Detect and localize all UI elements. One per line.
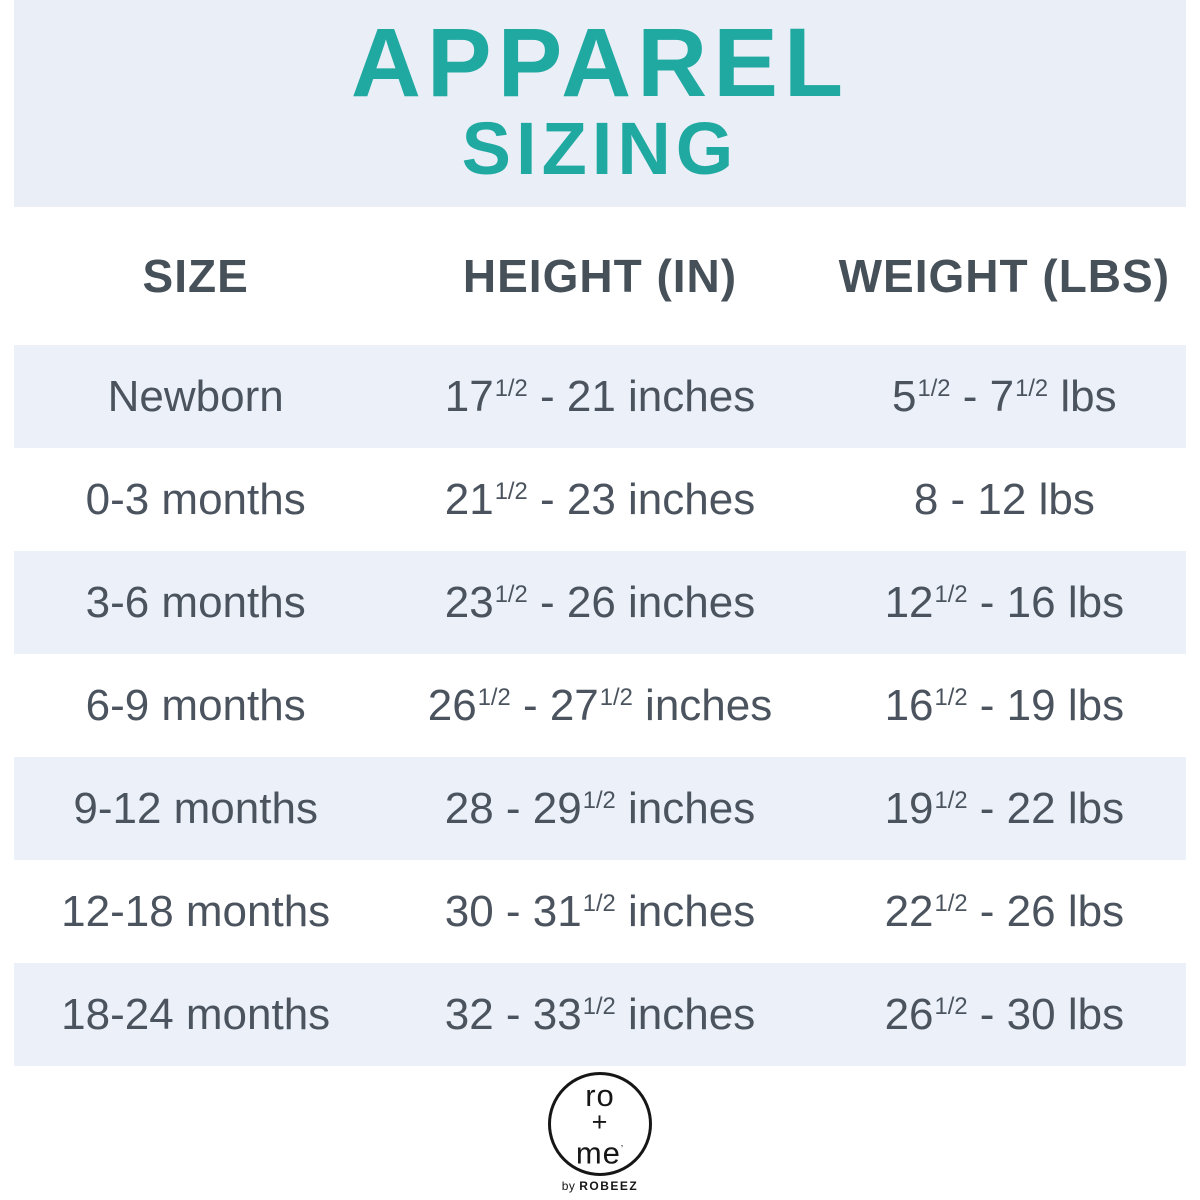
table-row: 6-9 months 261/2 - 271/2 inches 161/2 - 19… bbox=[14, 654, 1186, 757]
column-header-weight: WEIGHT (LBS) bbox=[838, 250, 1171, 302]
table-cell: 231/2 - 26 inches bbox=[444, 577, 756, 627]
table-cell: 121/2 - 16 lbs bbox=[884, 577, 1125, 627]
logo-circle: ro + me’ bbox=[548, 1072, 652, 1176]
brand-logo: ro + me’ by ROBEEZ bbox=[0, 1072, 1200, 1193]
page-subtitle: SIZING bbox=[461, 107, 739, 190]
table-cell: Newborn bbox=[107, 371, 284, 421]
table-cell: 191/2 - 22 lbs bbox=[884, 783, 1125, 833]
logo-byline: by ROBEEZ bbox=[0, 1179, 1200, 1193]
table-row: 18-24 months 32 - 331/2 inches 261/2 - 30 … bbox=[14, 963, 1186, 1066]
table-cell: 161/2 - 19 lbs bbox=[884, 680, 1125, 730]
table-cell: 221/2 - 26 lbs bbox=[884, 886, 1125, 936]
logo-word-ro: ro bbox=[585, 1077, 615, 1113]
table-row: Newborn 171/2 - 21 inches 51/2 - 71/2 lbs bbox=[14, 345, 1186, 448]
table-cell: 171/2 - 21 inches bbox=[444, 371, 756, 421]
table-cell: 18-24 months bbox=[61, 989, 331, 1039]
table-cell: 6-9 months bbox=[85, 680, 306, 730]
logo-word-me: me’ bbox=[575, 1135, 625, 1171]
table-cell: 51/2 - 71/2 lbs bbox=[892, 371, 1117, 421]
logo-plus-sign: + bbox=[591, 1106, 609, 1137]
table-cell: 30 - 311/2 inches bbox=[444, 886, 756, 936]
trademark-mark: ’ bbox=[620, 1143, 625, 1155]
table-cell: 28 - 291/2 inches bbox=[444, 783, 756, 833]
column-header-height: HEIGHT (IN) bbox=[462, 250, 738, 302]
title-banner: APPAREL SIZING bbox=[14, 0, 1186, 207]
table-cell: 0-3 months bbox=[85, 474, 306, 524]
table-cell: 8 - 12 lbs bbox=[913, 474, 1095, 524]
table-row: 9-12 months 28 - 291/2 inches 191/2 - 22 l… bbox=[14, 757, 1186, 860]
table-cell: 9-12 months bbox=[73, 783, 318, 833]
page-title: APPAREL bbox=[350, 8, 850, 117]
table-cell: 211/2 - 23 inches bbox=[444, 474, 756, 524]
table-cell: 261/2 - 30 lbs bbox=[884, 989, 1125, 1039]
byline-brand: ROBEEZ bbox=[579, 1179, 639, 1193]
table-cell: 32 - 331/2 inches bbox=[444, 989, 756, 1039]
table-header-row: SIZE HEIGHT (IN) WEIGHT (LBS) bbox=[14, 207, 1186, 345]
table-row: 3-6 months 231/2 - 26 inches 121/2 - 16 lb… bbox=[14, 551, 1186, 654]
byline-by: by bbox=[561, 1179, 576, 1193]
column-header-size: SIZE bbox=[142, 250, 249, 302]
table-row: 0-3 months 211/2 - 23 inches 8 - 12 lbs bbox=[14, 448, 1186, 551]
table-cell: 3-6 months bbox=[85, 577, 306, 627]
sizing-table-body: Newborn 171/2 - 21 inches 51/2 - 71/2 lbs 0… bbox=[14, 345, 1186, 1066]
table-cell: 261/2 - 271/2 inches bbox=[427, 680, 773, 730]
table-cell: 12-18 months bbox=[61, 886, 331, 936]
table-row: 12-18 months 30 - 311/2 inches 221/2 - 26 … bbox=[14, 860, 1186, 963]
